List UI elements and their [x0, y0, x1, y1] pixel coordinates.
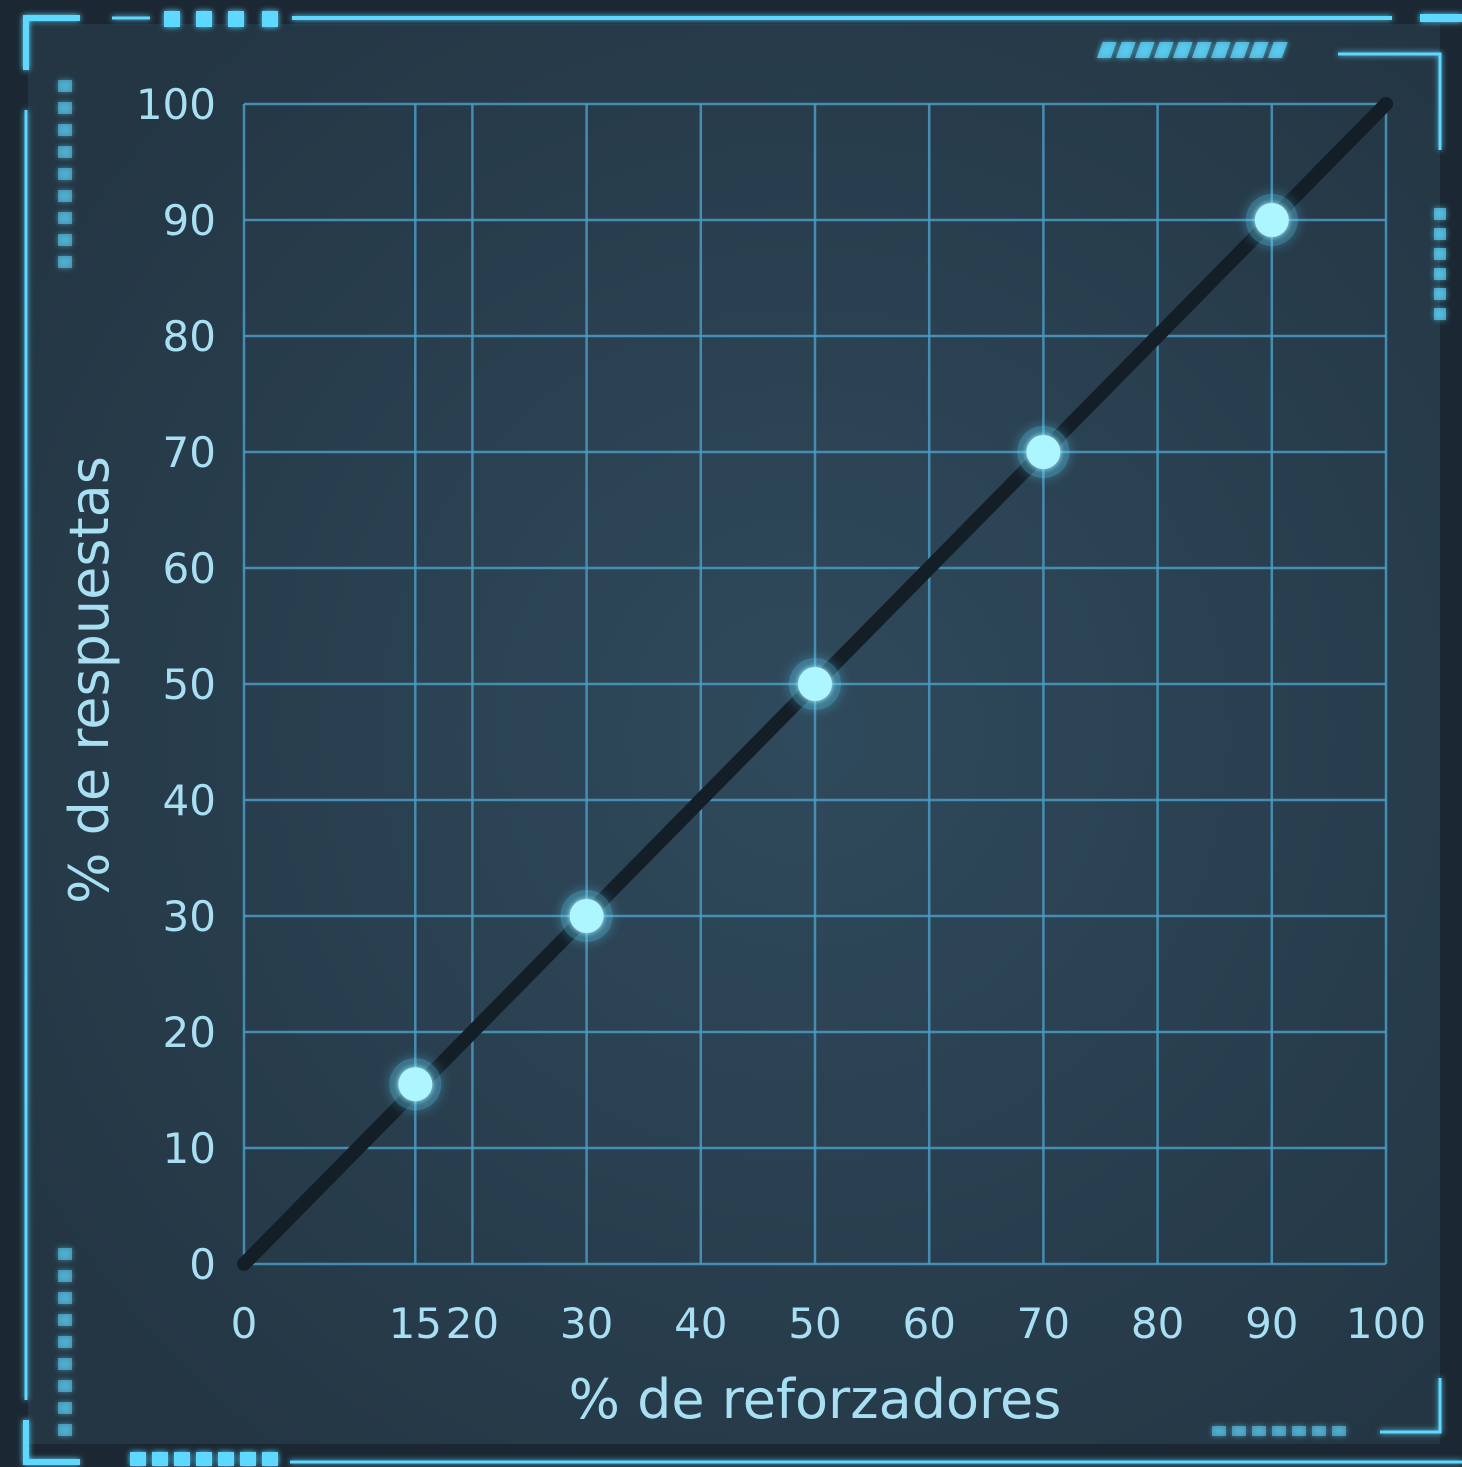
hud-stripe	[1248, 42, 1269, 58]
hud-side-tick-left	[58, 80, 72, 92]
hud-block-bottom-right	[1272, 1426, 1286, 1436]
hud-stripe	[1267, 42, 1288, 58]
y-axis-title: % de respuestas	[58, 456, 121, 904]
y-tick-labels: 0 10 20 30 40 50 60 70 80 90 100	[136, 80, 216, 1289]
hud-side-tick-left	[58, 190, 72, 202]
y-tick-label: 0	[189, 1240, 216, 1289]
hud-block-bottom-right	[1332, 1426, 1346, 1436]
hud-block-top	[196, 11, 212, 27]
hud-block-bottom	[196, 1452, 212, 1466]
x-tick-label: 40	[674, 1299, 727, 1348]
panel-inner	[28, 24, 1440, 1444]
hud-side-tick-left-bottom	[58, 1292, 72, 1304]
hud-side-tick-left	[58, 124, 72, 136]
hud-side-tick-left	[58, 146, 72, 158]
x-tick-label: 70	[1017, 1299, 1070, 1348]
y-tick-label: 50	[163, 660, 216, 709]
y-tick-label: 30	[163, 892, 216, 941]
hud-stripe	[1229, 42, 1250, 58]
data-point	[1254, 203, 1289, 237]
y-tick-label: 90	[163, 196, 216, 245]
hud-side-tick-left-bottom	[58, 1336, 72, 1348]
frame-corner-bottom-left	[23, 1420, 80, 1465]
x-tick-label: 15	[389, 1299, 442, 1348]
data-point	[798, 667, 832, 701]
hud-side-tick-left-bottom	[58, 1248, 72, 1260]
x-tick-label: 50	[788, 1299, 841, 1348]
hud-side-tick-left-bottom	[58, 1380, 72, 1392]
hud-block-bottom	[130, 1452, 146, 1466]
y-tick-label: 40	[163, 776, 216, 825]
y-tick-label: 70	[163, 428, 216, 477]
hud-block-bottom	[174, 1452, 190, 1466]
hud-side-tick-right	[1434, 308, 1446, 320]
frame-corner-bottom-right	[1380, 1378, 1442, 1434]
hud-side-tick-left	[58, 168, 72, 180]
hud-stripe	[1210, 42, 1231, 58]
hud-side-tick-right	[1434, 228, 1446, 240]
x-tick-label: 0	[231, 1299, 258, 1348]
hud-stripe	[1172, 42, 1193, 58]
hud-block-top	[164, 11, 180, 27]
hud-side-tick-right	[1434, 208, 1446, 220]
hud-stripe	[1115, 42, 1136, 58]
hud-stripe	[1153, 42, 1174, 58]
frame-corner-top-right	[1338, 52, 1442, 150]
hud-block-bottom-right	[1312, 1426, 1326, 1436]
y-tick-label: 20	[163, 1008, 216, 1057]
x-tick-label: 30	[560, 1299, 613, 1348]
frame-corner-top-left	[23, 15, 80, 70]
data-points	[389, 194, 1298, 1111]
x-tick-label: 80	[1131, 1299, 1184, 1348]
data-point	[398, 1067, 433, 1102]
hud-stripe	[1134, 42, 1155, 58]
hud-stripe	[1191, 42, 1212, 58]
hud-block-bottom-right	[1252, 1426, 1266, 1436]
hud-block-bottom	[152, 1452, 168, 1466]
y-tick-label: 80	[163, 312, 216, 361]
y-tick-label: 10	[163, 1124, 216, 1173]
axes	[241, 100, 1388, 1267]
hud-block-bottom-right	[1292, 1426, 1306, 1436]
hud-block-bottom-right	[1212, 1426, 1226, 1436]
y-tick-label: 60	[163, 544, 216, 593]
hud-block-bottom-right	[1232, 1426, 1246, 1436]
hud-side-tick-left-bottom	[58, 1424, 72, 1436]
hud-block-bottom	[218, 1452, 234, 1466]
hud-side-tick-left	[58, 234, 72, 246]
x-tick-label: 20	[446, 1299, 499, 1348]
hud-side-tick-left-bottom	[58, 1270, 72, 1282]
hud-side-tick-left	[58, 256, 72, 268]
hud-block-top	[228, 11, 244, 27]
hud-side-tick-left	[58, 212, 72, 224]
hud-block-bottom	[240, 1452, 256, 1466]
hud-side-tick-left	[58, 102, 72, 114]
x-tick-label: 60	[902, 1299, 955, 1348]
x-tick-label: 90	[1245, 1299, 1298, 1348]
x-axis-title: % de reforzadores	[569, 1368, 1062, 1431]
hud-side-tick-left-bottom	[58, 1358, 72, 1370]
hud-frame	[23, 14, 1462, 1465]
x-tick-labels: 0 15 20 30 40 50 60 70 80 90 100	[231, 1299, 1426, 1348]
hud-side-tick-right	[1434, 248, 1446, 260]
hud-blocks	[58, 11, 1446, 1466]
x-tick-label: 100	[1346, 1299, 1426, 1348]
hud-block-bottom	[262, 1452, 278, 1466]
y-tick-label: 100	[136, 80, 216, 129]
hud-side-tick-right	[1434, 268, 1446, 280]
data-point	[1026, 435, 1061, 469]
data-point	[569, 899, 604, 933]
hud-stripe	[1096, 42, 1117, 58]
hud-side-tick-right	[1434, 288, 1446, 300]
hud-block-top	[262, 11, 278, 27]
hud-side-tick-left-bottom	[58, 1402, 72, 1414]
hud-side-tick-left-bottom	[58, 1314, 72, 1326]
